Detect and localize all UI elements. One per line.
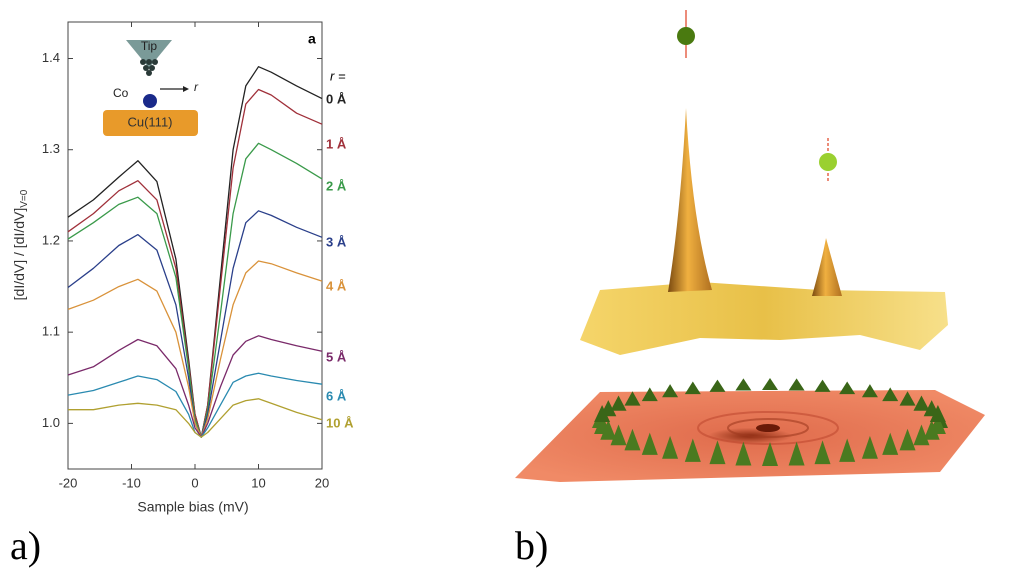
series-label: 6 Å [326,388,347,403]
inset-r: r [194,80,199,94]
co-cone [882,387,899,402]
data-line [68,398,323,438]
y-tick-label: 1.4 [42,50,60,65]
inset: Tip Co r Cu(111) [103,39,199,136]
spin-atom [819,153,837,171]
co-cone [610,395,627,411]
co-cone [624,428,641,451]
co-cone [882,432,899,455]
series-label: 5 Å [326,349,347,364]
y-tick-label: 1.2 [42,232,60,247]
data-line [67,88,323,438]
co-cone [641,387,658,402]
spin-atom [677,27,695,45]
co-cone [684,438,701,462]
x-tick-label: -20 [59,475,78,490]
co-cone [624,391,641,406]
inset-tip: Tip [141,39,158,53]
co-cone [762,378,778,390]
co-cone [899,428,916,451]
co-cone [913,424,930,446]
series-label: 1 Å [326,136,347,151]
co-cone [788,441,805,466]
inset-surface: Cu(111) [127,114,172,129]
panel-label: a) [10,523,41,568]
co-cone [929,404,946,423]
y-label-sub: V=0 [19,189,30,208]
cu-slab [103,110,198,136]
legend-title: r = [330,68,346,83]
co-cone [641,432,658,455]
y-axis-label: [dI/dV] / [dI/dV]V=0 [11,189,30,300]
x-tick-label: 20 [315,475,329,490]
co-cone [861,384,878,398]
ripple-center [756,424,780,432]
data-line [67,142,323,438]
co-cone [788,378,805,391]
co-cone [899,391,916,406]
co-cone [814,379,831,392]
data-line [67,210,323,438]
co-cone [839,438,856,462]
co-cone [923,419,940,440]
co-atom [143,94,157,108]
co-cone [861,435,878,459]
ripple [727,418,809,438]
co-cone [814,440,831,465]
co-cone [762,442,778,466]
x-tick-label: -10 [122,475,141,490]
co-cone [662,435,679,459]
ripple [697,411,839,445]
tip-cone [126,40,172,68]
series-label: 2 Å [326,178,347,193]
panel-label: b) [515,523,548,568]
r-arrowhead [183,86,189,92]
co-cone [913,395,930,411]
co-cone [735,378,752,391]
series-label: 0 Å [326,91,347,106]
large-peak [668,108,712,292]
panel-tag: a [308,31,316,47]
series-label: 10 Å [326,415,354,430]
co-cone [709,379,726,392]
co-cone [709,440,726,465]
series-label: 4 Å [326,278,347,293]
x-axis-label: Sample bias (mV) [137,499,248,515]
co-cone [610,424,627,446]
co-cone [662,384,679,398]
lifted-surface [580,282,948,355]
small-peak [812,238,842,296]
illustration [515,10,985,482]
tip-atoms [140,59,158,76]
co-cone [735,441,752,466]
co-cone [839,381,856,395]
y-tick-label: 1.1 [42,324,60,339]
co-ring [592,378,948,466]
y-tick-label: 1.3 [42,141,60,156]
y-tick-label: 1.0 [42,415,60,430]
co-cone [600,400,617,417]
x-tick-label: 0 [191,475,198,490]
co-cone [684,381,701,395]
y-label-main: [dI/dV] / [dI/dV] [11,208,27,301]
series-label: 3 Å [326,234,347,249]
inset-adatom: Co [113,86,129,100]
x-tick-label: 10 [251,475,265,490]
